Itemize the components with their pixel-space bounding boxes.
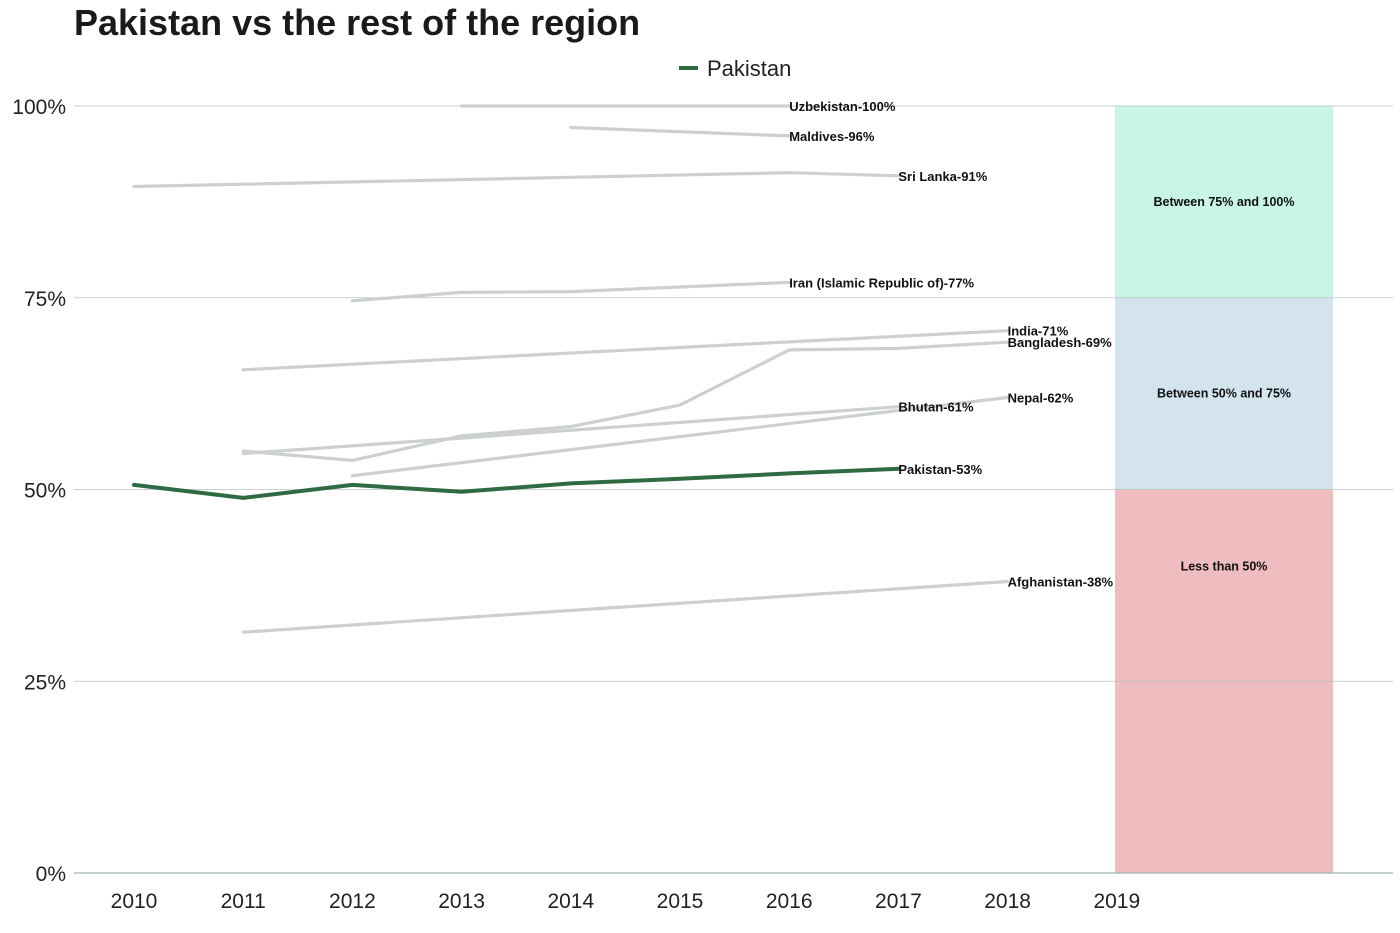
series-line-iran-islamic-republic-of — [350, 280, 791, 303]
x-tick-label: 2010 — [111, 890, 158, 913]
y-tick-label: 25% — [24, 671, 66, 694]
x-tick-label: 2011 — [221, 890, 266, 913]
end-label-maldives: Maldives-96% — [789, 129, 875, 144]
end-label-bhutan: Bhutan-61% — [898, 400, 974, 415]
y-tick-label: 0% — [36, 863, 66, 886]
band-label: Between 50% and 75% — [1157, 387, 1291, 401]
series-line-nepal — [350, 395, 1010, 478]
series-line-bangladesh — [241, 340, 1010, 462]
chart-title: Pakistan vs the rest of the region — [74, 2, 641, 43]
series-line-bhutan — [241, 405, 901, 456]
x-tick-label: 2017 — [875, 890, 922, 913]
series-lines — [132, 104, 1010, 634]
y-tick-label: 75% — [24, 288, 66, 311]
x-tick-label: 2016 — [766, 890, 813, 913]
end-label-bangladesh: Bangladesh-69% — [1008, 335, 1112, 350]
series-line-pakistan — [132, 466, 901, 500]
x-tick-label: 2012 — [329, 890, 376, 913]
category-bands — [1115, 106, 1333, 873]
x-tick-label: 2014 — [547, 890, 594, 913]
x-tick-label: 2013 — [438, 890, 485, 913]
end-label-pakistan: Pakistan-53% — [898, 462, 982, 477]
series-line-afghanistan — [241, 579, 1010, 634]
end-label-india: India-71% — [1008, 324, 1069, 339]
y-tick-label: 100% — [12, 96, 66, 119]
series-end-labels: Uzbekistan-100% Maldives-96% Sri Lanka-91%… — [789, 99, 1113, 590]
legend: Pakistan — [679, 56, 791, 81]
end-label-iran-islamic-republic-of: Iran (Islamic Republic of)-77% — [789, 275, 974, 290]
x-tick-label: 2019 — [1093, 890, 1140, 913]
y-tick-label: 50% — [24, 480, 66, 503]
series-line-sri-lanka — [132, 171, 901, 189]
band-label: Less than 50% — [1181, 559, 1268, 573]
end-label-sri-lanka: Sri Lanka-91% — [898, 169, 987, 184]
end-label-nepal: Nepal-62% — [1008, 390, 1074, 405]
x-tick-label: 2015 — [657, 890, 704, 913]
legend-label: Pakistan — [707, 56, 791, 81]
series-line-maldives — [569, 125, 791, 138]
end-label-afghanistan: Afghanistan-38% — [1008, 575, 1114, 590]
x-tick-label: 2018 — [984, 890, 1031, 913]
axis-ticks: 0% 25% 50% 75% 100% 2010 2011 2012 2013 2014 2015 2… — [12, 96, 1140, 913]
series-line-india — [241, 329, 1010, 372]
band-labels: Between 75% and 100% Between 50% and 75% L… — [1153, 195, 1294, 573]
band-between-50-and-75 — [1115, 297, 1333, 490]
band-between-75-and-100 — [1115, 106, 1333, 298]
band-label: Between 75% and 100% — [1153, 195, 1294, 209]
end-label-uzbekistan: Uzbekistan-100% — [789, 99, 896, 114]
